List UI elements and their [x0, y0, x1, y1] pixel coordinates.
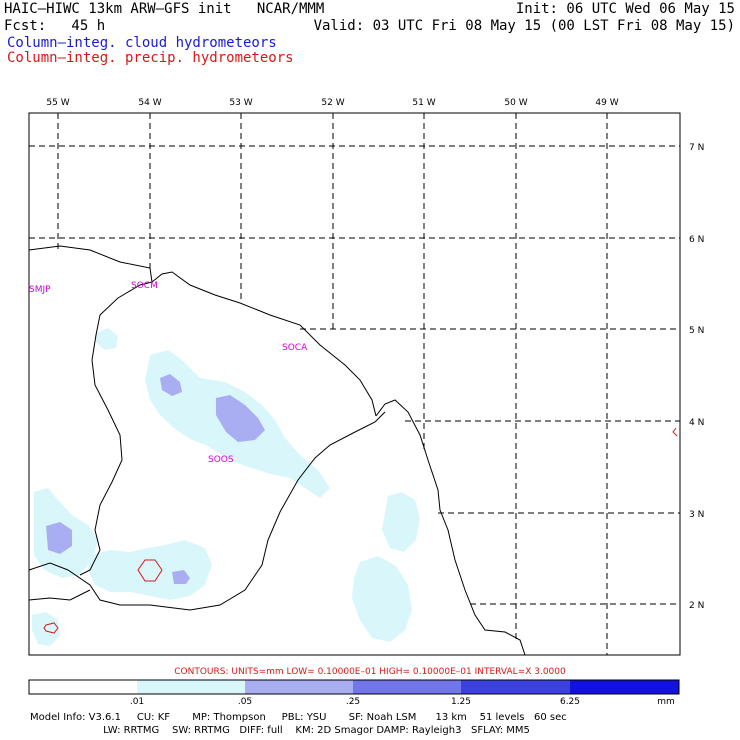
- station-labels: SMJP SOCM SOCA SOOS: [29, 281, 308, 465]
- border-south: [28, 411, 386, 611]
- lon-label: 50 W: [504, 98, 527, 108]
- precip-contours: [43, 427, 678, 634]
- plot-title: HAIC–HIWC 13km ARW–GFS init NCAR/MMM: [4, 1, 325, 17]
- model-info-line1: Model Info: V3.6.1 CU: KF MP: Thompson P…: [30, 712, 567, 723]
- colorbar-tick: .01: [130, 697, 144, 707]
- colorbar-units: mm: [657, 697, 675, 707]
- lon-label: 52 W: [321, 98, 344, 108]
- lon-label: 49 W: [595, 98, 618, 108]
- lon-label: 53 W: [229, 98, 252, 108]
- lat-label: 6 N: [689, 235, 704, 245]
- colorbar-swatch-005: [245, 680, 353, 694]
- color-bar: .01 .05 .25 1.25 6.25 mm: [28, 679, 680, 707]
- contours-info: CONTOURS: UNITS=mm LOW= 0.10000E–01 HIGH…: [174, 667, 566, 677]
- cloud-area-light: [32, 612, 60, 646]
- coastline: [28, 245, 526, 656]
- cloud-area-light: [96, 328, 118, 350]
- coast-east: [375, 399, 526, 656]
- colorbar-swatch-001: [137, 680, 245, 694]
- colorbar-tick: .25: [346, 697, 360, 707]
- lon-labels: 55 W 54 W 53 W 52 W 51 W 50 W 49 W: [46, 98, 618, 108]
- lon-label: 51 W: [412, 98, 435, 108]
- colorbar-swatch-025: [353, 680, 461, 694]
- precip-contour: [43, 622, 59, 634]
- cloud-area-medium: [172, 570, 190, 584]
- colorbar-swatch-625: [570, 680, 679, 694]
- cloud-area-medium: [46, 522, 72, 554]
- colorbar-frame: [28, 679, 680, 695]
- colorbar-tick: 1.25: [451, 697, 471, 707]
- cloud-area-light: [382, 492, 420, 552]
- lat-lon-grid: [29, 113, 680, 655]
- init-time: Init: 06 UTC Wed 06 May 15: [515, 1, 735, 17]
- lat-label: 2 N: [689, 601, 704, 611]
- cloud-area-medium: [160, 374, 182, 396]
- station-label: SMJP: [29, 285, 51, 295]
- lat-label: 7 N: [689, 143, 704, 153]
- colorbar-swatch-white: [29, 680, 137, 694]
- lon-label: 54 W: [138, 98, 161, 108]
- map-frame: [28, 112, 681, 656]
- colorbar-tick: .05: [238, 697, 252, 707]
- station-label: SOCM: [131, 281, 158, 291]
- colorbar-tick: 6.25: [560, 697, 580, 707]
- model-info-line2: LW: RRTMG SW: RRTMG DIFF: full KM: 2D Sm…: [30, 725, 530, 736]
- colorbar-swatch-125: [461, 680, 570, 694]
- station-label: SOOS: [208, 455, 234, 465]
- cloud-field-title: Column–integ. cloud hydrometeors: [7, 35, 277, 51]
- lat-labels: 7 N 6 N 5 N 4 N 3 N 2 N: [689, 143, 704, 611]
- coast-north: [28, 245, 377, 417]
- lat-label: 3 N: [689, 510, 704, 520]
- lat-label: 4 N: [689, 418, 704, 428]
- border-west: [79, 281, 153, 576]
- lon-label: 55 W: [46, 98, 69, 108]
- cloud-area-light: [352, 556, 412, 642]
- cloud-shading: [32, 328, 420, 646]
- border-west-south: [28, 589, 91, 601]
- precip-field-title: Column–integ. precip. hydrometeors: [7, 50, 294, 66]
- precip-contour: [137, 559, 163, 582]
- lat-label: 5 N: [689, 326, 704, 336]
- cloud-area-light: [88, 540, 212, 600]
- valid-time: Valid: 03 UTC Fri 08 May 15 (00 LST Fri …: [313, 18, 735, 34]
- station-label: SOCA: [282, 343, 308, 353]
- cloud-area-medium: [216, 395, 265, 442]
- precip-contour: [672, 427, 678, 437]
- forecast-hour: Fcst: 45 h: [4, 18, 106, 34]
